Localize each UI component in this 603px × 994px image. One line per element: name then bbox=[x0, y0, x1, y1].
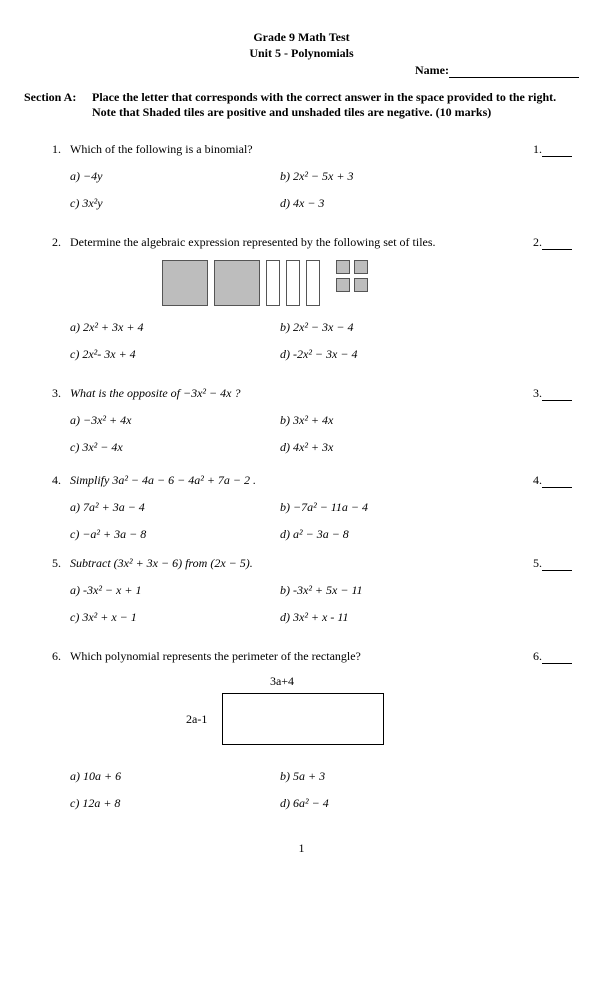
q6-num: 6. bbox=[52, 649, 70, 664]
section-instructions: Place the letter that corresponds with t… bbox=[92, 90, 579, 120]
section-a-row: Section A: Place the letter that corresp… bbox=[24, 90, 579, 120]
q1-choice-c: c) 3x²y bbox=[70, 196, 280, 211]
q4-answer-slot[interactable]: 4. bbox=[533, 473, 585, 488]
q2-tiles-figure bbox=[162, 260, 579, 306]
q6-answer-slot[interactable]: 6. bbox=[533, 649, 585, 664]
q1-choice-d: d) 4x − 3 bbox=[280, 196, 579, 211]
name-label: Name: bbox=[415, 63, 449, 77]
q5-choice-c: c) 3x² + x − 1 bbox=[70, 610, 280, 625]
q5-answer-slot[interactable]: 5. bbox=[533, 556, 585, 571]
q4-text: Simplify 3a² − 4a − 6 − 4a² + 7a − 2 . bbox=[70, 473, 579, 488]
question-1: 1. Which of the following is a binomial?… bbox=[52, 142, 579, 211]
q2-choice-c: c) 2x²- 3x + 4 bbox=[70, 347, 280, 362]
question-4: 4. Simplify 3a² − 4a − 6 − 4a² + 7a − 2 … bbox=[52, 473, 579, 542]
tile-unit-shaded bbox=[336, 260, 350, 274]
section-label: Section A: bbox=[24, 90, 92, 105]
name-line: Name: bbox=[24, 63, 579, 78]
q4-num: 4. bbox=[52, 473, 70, 488]
q1-num: 1. bbox=[52, 142, 70, 157]
q6-text: Which polynomial represents the perimete… bbox=[70, 649, 579, 664]
page-number: 1 bbox=[24, 841, 579, 856]
q5-choice-b: b) -3x² + 5x − 11 bbox=[280, 583, 579, 598]
name-underline[interactable] bbox=[449, 77, 579, 78]
q5-choice-d: d) 3x² + x - 11 bbox=[280, 610, 579, 625]
question-2: 2. Determine the algebraic expression re… bbox=[52, 235, 579, 362]
q4-choice-a: a) 7a² + 3a − 4 bbox=[70, 500, 280, 515]
q1-choice-a: a) −4y bbox=[70, 169, 280, 184]
question-6: 6. Which polynomial represents the perim… bbox=[52, 649, 579, 811]
q2-choice-a: a) 2x² + 3x + 4 bbox=[70, 320, 280, 335]
q6-choice-d: d) 6a² − 4 bbox=[280, 796, 579, 811]
q2-num: 2. bbox=[52, 235, 70, 250]
q6-choice-b: b) 5a + 3 bbox=[280, 769, 579, 784]
q2-choice-d: d) -2x² − 3x − 4 bbox=[280, 347, 579, 362]
rect-box bbox=[222, 693, 384, 745]
q3-choice-a: a) −3x² + 4x bbox=[70, 413, 280, 428]
rect-top-label: 3a+4 bbox=[182, 674, 382, 689]
q3-choice-c: c) 3x² − 4x bbox=[70, 440, 280, 455]
q1-choice-b: b) 2x² − 5x + 3 bbox=[280, 169, 579, 184]
tile-x2-shaded bbox=[162, 260, 208, 306]
q4-choice-c: c) −a² + 3a − 8 bbox=[70, 527, 280, 542]
q3-choice-b: b) 3x² + 4x bbox=[280, 413, 579, 428]
q1-answer-slot[interactable]: 1. bbox=[533, 142, 585, 157]
q5-text: Subtract (3x² + 3x − 6) from (2x − 5). bbox=[70, 556, 579, 571]
q3-answer-slot[interactable]: 3. bbox=[533, 386, 585, 401]
q2-text: Determine the algebraic expression repre… bbox=[70, 235, 579, 250]
header-title-2: Unit 5 - Polynomials bbox=[24, 46, 579, 62]
question-3: 3. What is the opposite of −3x² − 4x ? 3… bbox=[52, 386, 579, 455]
tile-unit-shaded bbox=[336, 278, 350, 292]
q6-choice-c: c) 12a + 8 bbox=[70, 796, 280, 811]
rect-left-label: 2a-1 bbox=[186, 712, 207, 727]
tile-unit-shaded bbox=[354, 278, 368, 292]
q5-choice-a: a) -3x² − x + 1 bbox=[70, 583, 280, 598]
q4-choice-d: d) a² − 3a − 8 bbox=[280, 527, 579, 542]
q4-choice-b: b) −7a² − 11a − 4 bbox=[280, 500, 579, 515]
q1-text: Which of the following is a binomial? bbox=[70, 142, 579, 157]
q6-choice-a: a) 10a + 6 bbox=[70, 769, 280, 784]
q6-rectangle-figure: 3a+4 2a-1 bbox=[182, 674, 382, 745]
q2-answer-slot[interactable]: 2. bbox=[533, 235, 585, 250]
q5-num: 5. bbox=[52, 556, 70, 571]
tile-x-unshaded bbox=[286, 260, 300, 306]
question-5: 5. Subtract (3x² + 3x − 6) from (2x − 5)… bbox=[52, 556, 579, 625]
q3-num: 3. bbox=[52, 386, 70, 401]
q3-choice-d: d) 4x² + 3x bbox=[280, 440, 579, 455]
tile-unit-shaded bbox=[354, 260, 368, 274]
header-title-1: Grade 9 Math Test bbox=[24, 30, 579, 46]
tile-x-unshaded bbox=[266, 260, 280, 306]
tile-x-unshaded bbox=[306, 260, 320, 306]
tile-x2-shaded bbox=[214, 260, 260, 306]
q2-choice-b: b) 2x² − 3x − 4 bbox=[280, 320, 579, 335]
q3-text: What is the opposite of −3x² − 4x ? bbox=[70, 386, 579, 401]
